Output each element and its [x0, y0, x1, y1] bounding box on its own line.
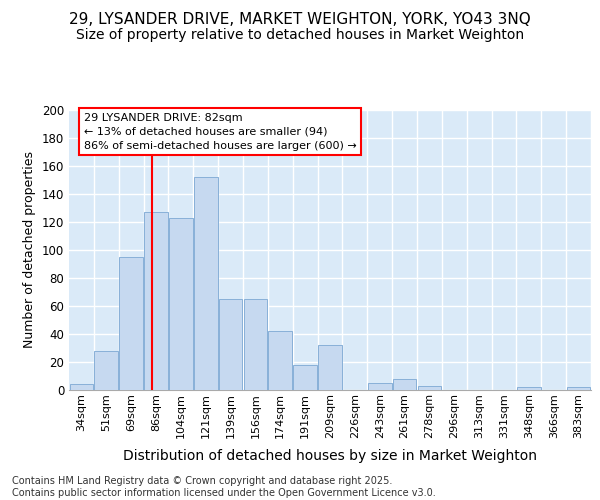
- Bar: [244, 299, 267, 390]
- Bar: [418, 386, 441, 390]
- Y-axis label: Number of detached properties: Number of detached properties: [23, 152, 36, 348]
- Text: Contains HM Land Registry data © Crown copyright and database right 2025.
Contai: Contains HM Land Registry data © Crown c…: [12, 476, 436, 498]
- Bar: [169, 218, 193, 390]
- Bar: [517, 387, 541, 390]
- Bar: [219, 299, 242, 390]
- Bar: [368, 383, 392, 390]
- Bar: [94, 351, 118, 390]
- Text: 29, LYSANDER DRIVE, MARKET WEIGHTON, YORK, YO43 3NQ: 29, LYSANDER DRIVE, MARKET WEIGHTON, YOR…: [69, 12, 531, 28]
- Text: 29 LYSANDER DRIVE: 82sqm
← 13% of detached houses are smaller (94)
86% of semi-d: 29 LYSANDER DRIVE: 82sqm ← 13% of detach…: [84, 113, 356, 151]
- Bar: [70, 384, 93, 390]
- Bar: [144, 212, 168, 390]
- Text: Size of property relative to detached houses in Market Weighton: Size of property relative to detached ho…: [76, 28, 524, 42]
- Bar: [567, 387, 590, 390]
- Bar: [393, 379, 416, 390]
- X-axis label: Distribution of detached houses by size in Market Weighton: Distribution of detached houses by size …: [123, 449, 537, 463]
- Bar: [318, 345, 342, 390]
- Bar: [119, 257, 143, 390]
- Bar: [293, 365, 317, 390]
- Bar: [194, 177, 218, 390]
- Bar: [268, 331, 292, 390]
